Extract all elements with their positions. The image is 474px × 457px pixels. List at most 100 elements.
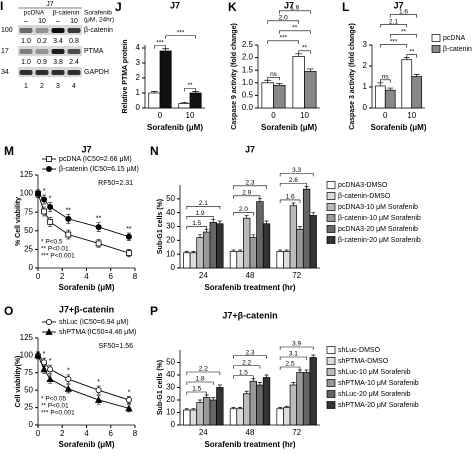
significance-bracket (154, 45, 166, 49)
legend-label: pcDNA (IC50=2.66 μM) (59, 156, 132, 163)
y-tick-label: 40 (166, 370, 175, 379)
legend-swatch (431, 34, 441, 42)
blot-dose: – (56, 18, 60, 25)
bracket-label: 3.3 (292, 167, 301, 174)
blot-band (19, 49, 33, 54)
legend-swatch (326, 181, 336, 189)
x-tick-label: 10 (300, 111, 309, 120)
bar (273, 84, 286, 109)
y-tick-label: 0 (29, 420, 34, 429)
bar (236, 408, 244, 426)
error-bar (244, 215, 249, 219)
blot-lane: 1 (24, 83, 28, 90)
y-tick-label: 50 (166, 358, 175, 367)
blot-mw: 34 (1, 69, 9, 76)
error-bar (211, 397, 216, 400)
significance-bracket (279, 173, 314, 177)
blot-band (35, 49, 49, 54)
bracket-label: 1.6 (399, 8, 408, 15)
significance: * (97, 379, 100, 386)
y-tick-label: 1.5 (242, 65, 254, 74)
blot-quant: 2.4 (69, 59, 79, 66)
ratio-label: SF50=1.56 (99, 343, 134, 350)
bracket-label: ** (409, 48, 415, 55)
bar (411, 76, 423, 109)
significance-bracket (379, 24, 408, 28)
blot-band (51, 49, 65, 54)
significance-bracket (186, 215, 214, 220)
y-tick-label: 75 (24, 368, 33, 377)
marker (34, 351, 42, 359)
error-bar (291, 202, 296, 206)
y-tick-label: 75 (24, 207, 33, 216)
bracket-label: ns (382, 74, 390, 81)
marker (41, 196, 48, 203)
legend-marker (46, 165, 53, 172)
y-axis-label: Sub-G1 cells (%) (157, 360, 164, 415)
panel-letter: M (4, 144, 14, 158)
significance-bracket (298, 50, 311, 54)
legend-swatch (326, 214, 336, 222)
marker (95, 240, 102, 247)
marker (46, 375, 54, 382)
y-axis-label: Relative PTMA protein (122, 39, 129, 113)
error-bar (291, 382, 296, 385)
bar (256, 201, 264, 269)
error-bar (275, 82, 283, 86)
significance-bracket (186, 391, 207, 395)
blot-band (51, 70, 65, 75)
chart-title: J7 (393, 0, 403, 10)
error-bar (297, 369, 302, 373)
y-axis-label: Cell viability(%) (15, 356, 22, 408)
blot-lane: 4 (72, 83, 76, 90)
y-tick-label: 50 (24, 226, 33, 235)
error-bar (264, 79, 272, 83)
bar (296, 228, 304, 269)
blot-quant: 3.8 (53, 59, 63, 66)
y-tick-label: 25 (24, 245, 33, 254)
blot-dose: – (24, 18, 28, 25)
bracket-label: 2.1 (389, 18, 398, 25)
significance-bracket (279, 183, 307, 187)
bracket-label: 1.6 (290, 5, 299, 12)
bar (283, 407, 291, 426)
significance: * (43, 188, 46, 195)
bracket-label: 2.2 (199, 366, 208, 373)
legend-swatch (326, 379, 336, 387)
legend-label: β-catenin-DMSO (338, 193, 391, 200)
bar (229, 251, 238, 269)
y-tick-label: 0 (136, 103, 141, 112)
legend-label: shPTMA (IC50=4.46 μM) (59, 329, 136, 336)
legend-label: shPTMA-20 μM Sorafenib (338, 402, 419, 409)
y-axis-label: Sub-G1 cells (%) (157, 199, 164, 254)
bar (209, 399, 217, 426)
significance-bracket (279, 10, 311, 14)
significance-bracket (186, 225, 207, 230)
bracket-label: ** (302, 45, 308, 52)
legend-label: shLuc (IC50=6.94 μM) (59, 319, 129, 326)
x-axis-label: Sorafenib (μM) (261, 123, 317, 132)
y-tick-label: 0.0 (242, 103, 254, 112)
marker (47, 366, 54, 373)
y-tick-label: 0 (171, 420, 176, 429)
bar (202, 397, 211, 426)
series-line (37, 355, 130, 401)
legend-swatch (326, 225, 336, 233)
x-tick-label: 0 (383, 111, 388, 120)
x-axis-label: Sorafenib treatment (hr) (204, 440, 295, 449)
legend-label: shLuc-DMSO (338, 347, 381, 354)
ratio-label: RF50=2.31 (98, 180, 133, 187)
significance-bracket (279, 346, 314, 350)
bar (189, 409, 198, 426)
bracket-label: 1.5 (192, 220, 201, 227)
error-bar (251, 234, 256, 238)
p-note: ** P<0.01 (41, 246, 69, 253)
y-tick-label: 2 (363, 61, 368, 70)
bracket-label: ** (401, 28, 407, 35)
error-bar (278, 407, 283, 409)
legend-label: β-catenin-10 μM Sorafenib (338, 215, 421, 222)
x-tick-label: 2 (60, 272, 65, 281)
y-tick-label: 0 (171, 263, 176, 272)
bar (401, 59, 413, 109)
legend-swatch (326, 236, 336, 244)
